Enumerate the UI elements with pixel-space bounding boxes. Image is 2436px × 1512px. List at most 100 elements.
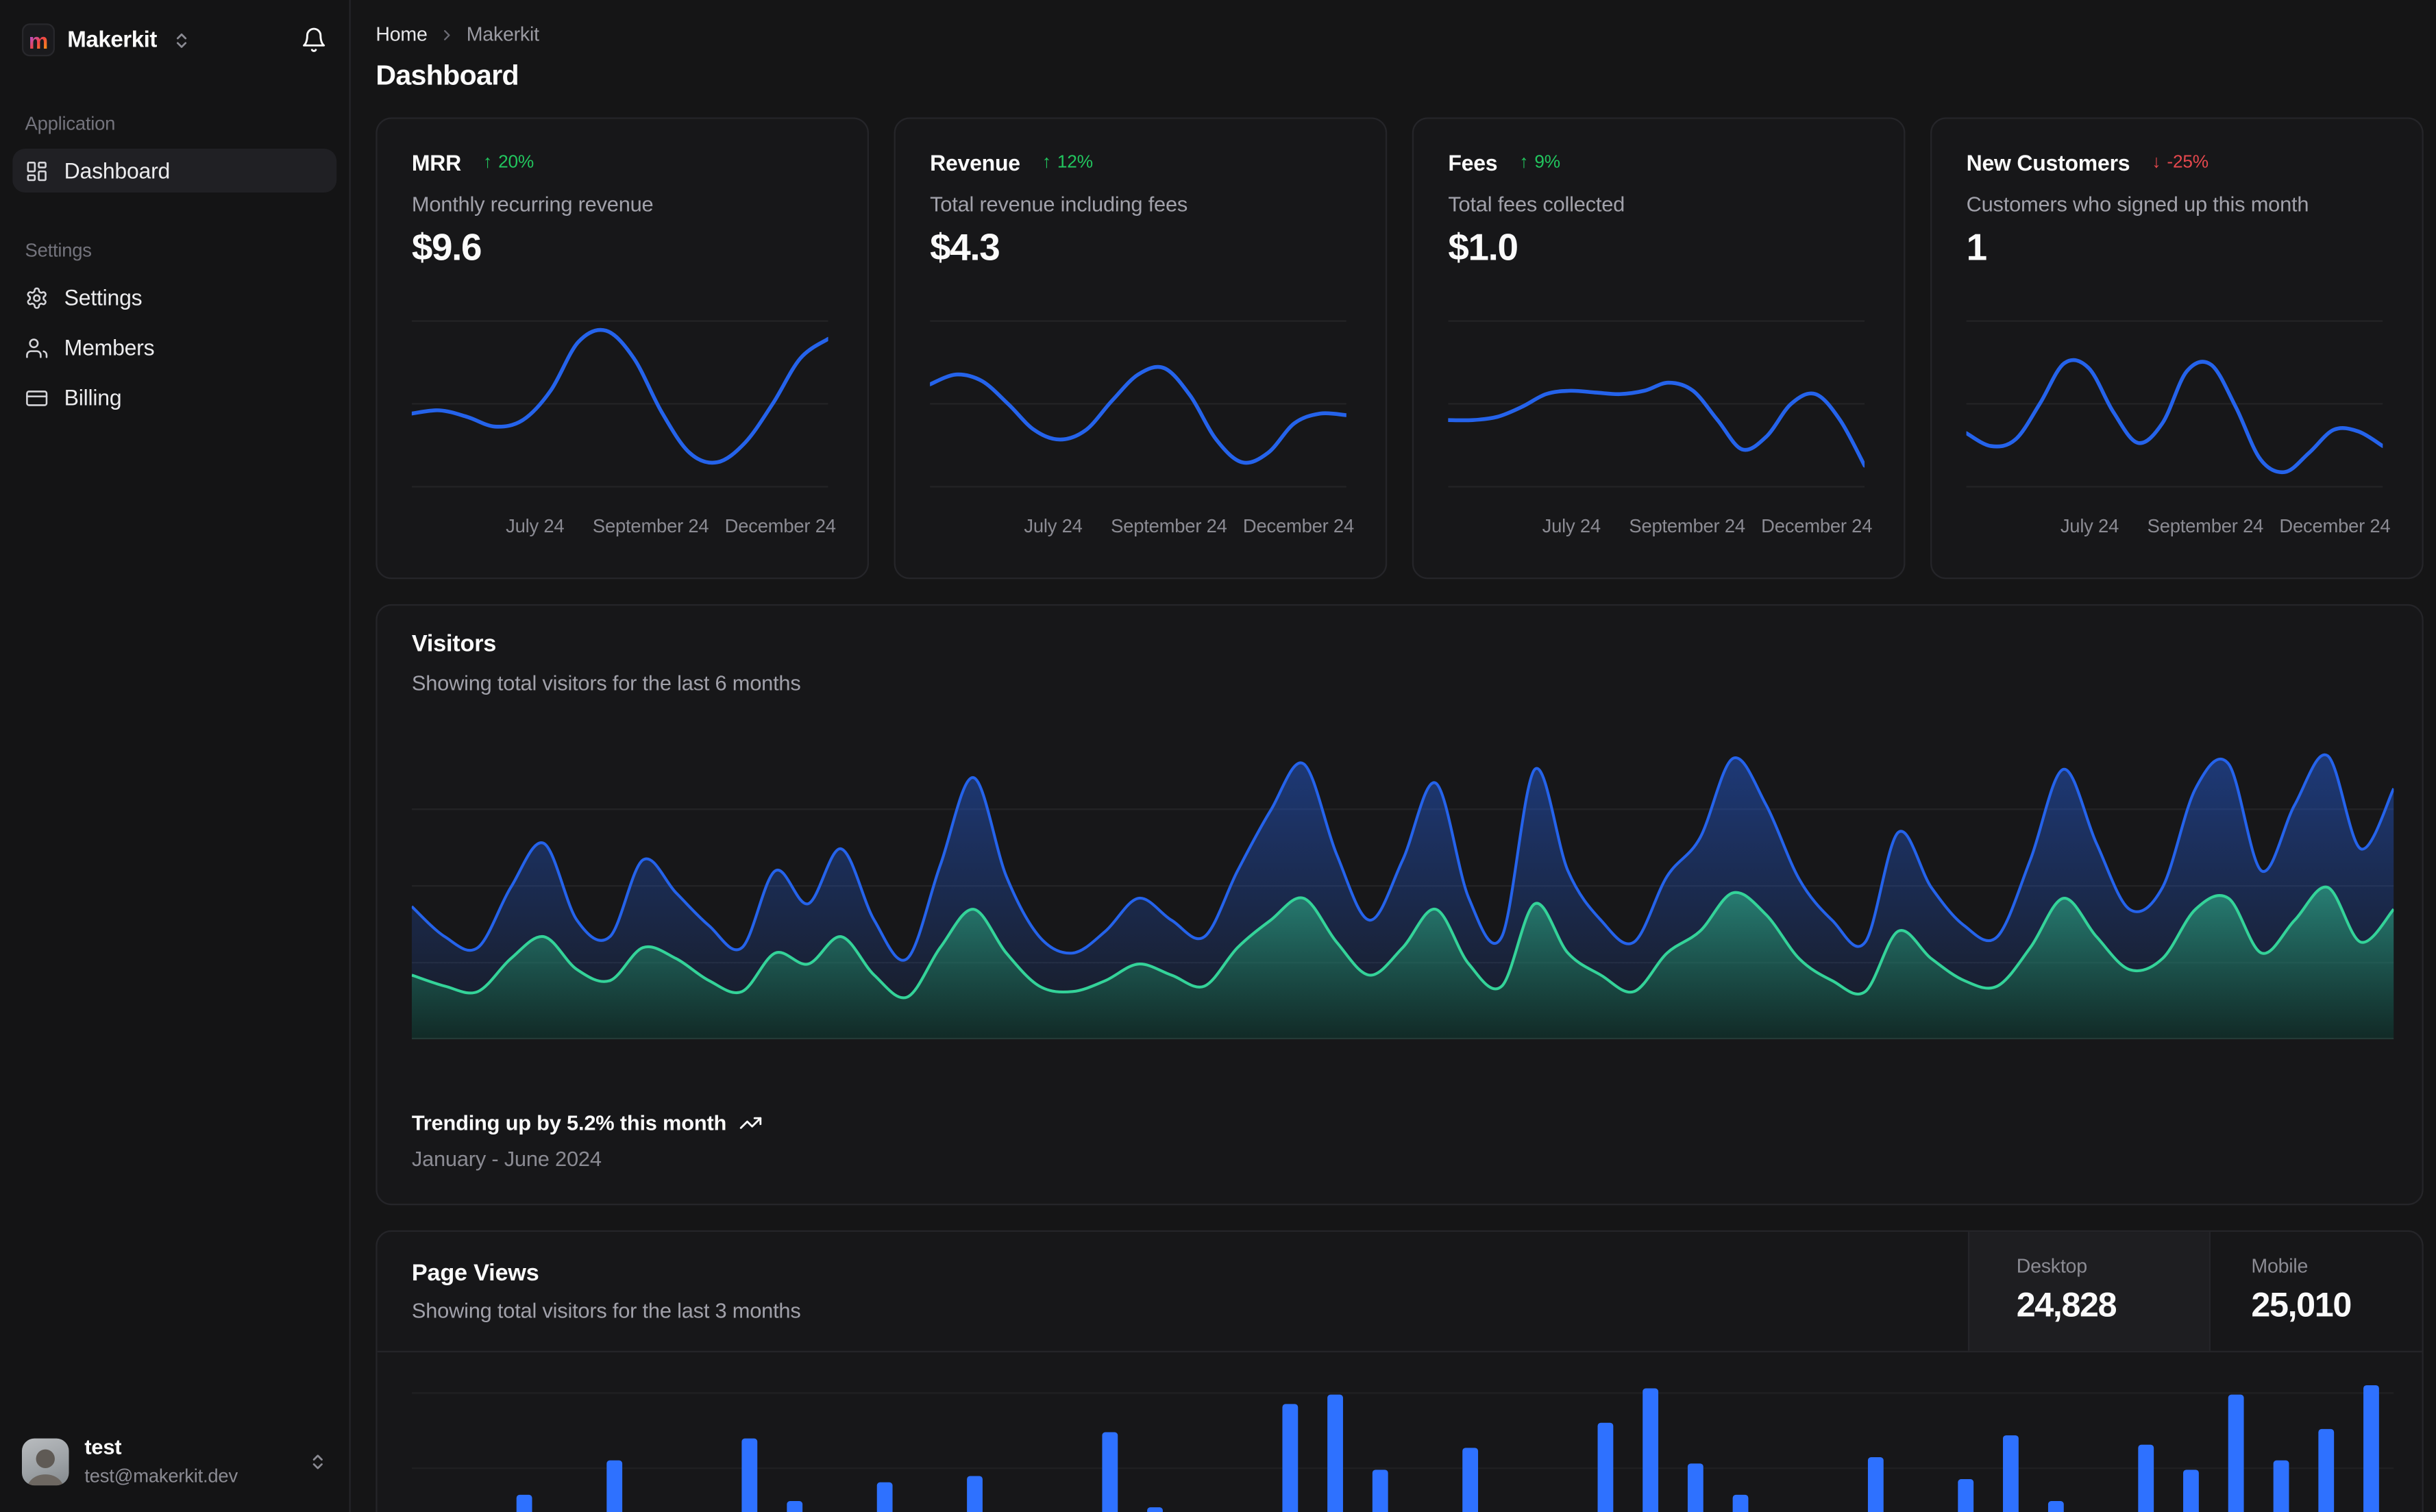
logo-letter: m — [28, 27, 49, 53]
chevron-right-icon — [439, 26, 456, 43]
trend-arrow-icon: ↓ — [2152, 153, 2161, 173]
toggle-mobile[interactable]: Mobile 25,010 — [2209, 1232, 2422, 1351]
gear-icon — [25, 286, 49, 309]
x-tick: September 24 — [2147, 515, 2264, 537]
trend-arrow-icon: ↑ — [1042, 153, 1051, 173]
stat-title: Revenue — [930, 150, 1020, 175]
page-views-card: Page Views Showing total visitors for th… — [376, 1230, 2424, 1512]
x-axis-labels: July 24 September 24 December 24 — [412, 515, 836, 541]
main-content: Home Makerkit Dashboard MRR ↑ 20% Monthl… — [352, 0, 2436, 1512]
x-tick: July 24 — [1024, 515, 1083, 537]
x-tick: July 24 — [506, 515, 565, 537]
stat-cards-row: MRR ↑ 20% Monthly recurring revenue $9.6… — [376, 117, 2424, 580]
breadcrumb: Home Makerkit — [376, 23, 2423, 45]
sidebar-item-label: Members — [64, 334, 155, 360]
stat-title: MRR — [411, 150, 462, 175]
trending-up-icon — [739, 1111, 762, 1135]
stat-card-fees: Fees ↑ 9% Total fees collected $1.0 July… — [1412, 117, 1906, 580]
stat-delta-badge: ↓ -25% — [2152, 153, 2209, 173]
nav-section-application: Application — [25, 112, 116, 135]
sidebar-item-members[interactable]: Members — [12, 325, 336, 369]
stat-description: Customers who signed up this month — [1966, 193, 2309, 216]
dashboard-icon — [25, 159, 49, 182]
chevrons-up-down-icon — [173, 31, 191, 49]
workspace-name: Makerkit — [67, 27, 158, 53]
toggle-label: Desktop — [2016, 1255, 2087, 1278]
x-tick: July 24 — [1542, 515, 1601, 537]
makerkit-logo: m — [21, 23, 55, 57]
bell-icon[interactable] — [301, 27, 328, 53]
stat-title: New Customers — [1966, 150, 2130, 175]
visitors-period: January - June 2024 — [411, 1147, 602, 1171]
x-tick: July 24 — [2060, 515, 2119, 537]
x-tick: December 24 — [1761, 515, 1873, 537]
stat-value: $4.3 — [930, 227, 1000, 269]
visitors-title: Visitors — [411, 630, 497, 658]
nav-section-settings: Settings — [25, 239, 92, 262]
x-axis-labels: July 24 September 24 December 24 — [1967, 515, 2391, 541]
new-customers-line-chart — [1964, 314, 2385, 493]
chevrons-up-down-icon — [308, 1452, 327, 1471]
stat-description: Monthly recurring revenue — [411, 193, 654, 216]
credit-card-icon — [25, 386, 49, 409]
toggle-value: 24,828 — [2016, 1285, 2117, 1324]
x-tick: December 24 — [1242, 515, 1354, 537]
visitors-trend-text: Trending up by 5.2% this month — [411, 1111, 727, 1135]
x-tick: September 24 — [1111, 515, 1227, 537]
breadcrumb-home-link[interactable]: Home — [376, 23, 428, 46]
revenue-line-chart — [928, 314, 1349, 493]
toggle-label: Mobile — [2251, 1255, 2309, 1278]
stat-card-new-customers: New Customers ↓ -25% Customers who signe… — [1930, 117, 2424, 580]
page-views-title: Page Views — [411, 1260, 539, 1287]
stat-delta-badge: ↑ 9% — [1519, 153, 1560, 172]
visitors-subtitle: Showing total visitors for the last 6 mo… — [411, 671, 801, 695]
stat-delta: 9% — [1534, 153, 1560, 173]
breadcrumb-current: Makerkit — [466, 23, 539, 46]
fees-line-chart — [1446, 314, 1867, 493]
stat-card-revenue: Revenue ↑ 12% Total revenue including fe… — [894, 117, 1388, 580]
sidebar-item-label: Dashboard — [64, 158, 171, 184]
stat-delta: -25% — [2167, 153, 2209, 173]
sidebar-item-billing[interactable]: Billing — [12, 375, 336, 419]
x-axis-labels: July 24 September 24 December 24 — [1448, 515, 1873, 541]
trend-arrow-icon: ↑ — [483, 153, 492, 173]
sidebar-item-label: Billing — [64, 385, 122, 410]
users-icon — [25, 336, 49, 359]
sidebar-item-label: Settings — [64, 284, 143, 310]
sidebar: m Makerkit Application Dashboard — [0, 0, 351, 1512]
stat-card-mrr: MRR ↑ 20% Monthly recurring revenue $9.6… — [376, 117, 870, 580]
x-tick: December 24 — [724, 515, 836, 537]
sidebar-item-settings[interactable]: Settings — [12, 275, 336, 319]
x-axis-labels: July 24 September 24 December 24 — [930, 515, 1354, 541]
visitors-area-chart — [410, 732, 2396, 1040]
sidebar-nav: Application Dashboard Settings Settings — [0, 56, 349, 419]
stat-value: $1.0 — [1448, 227, 1518, 269]
page-views-bar-chart — [411, 1370, 2394, 1512]
sidebar-item-dashboard[interactable]: Dashboard — [12, 149, 337, 193]
avatar — [21, 1437, 69, 1485]
stat-delta: 12% — [1057, 153, 1093, 173]
x-tick: September 24 — [592, 515, 709, 537]
x-tick: September 24 — [1629, 515, 1745, 537]
page-title: Dashboard — [376, 59, 519, 91]
x-tick: December 24 — [2279, 515, 2391, 537]
stat-delta-badge: ↑ 20% — [483, 153, 534, 172]
stat-description: Total revenue including fees — [930, 193, 1188, 216]
stat-value: 1 — [1966, 227, 1988, 269]
trend-arrow-icon: ↑ — [1519, 153, 1529, 173]
user-menu[interactable]: test test@makerkit.dev — [0, 1415, 349, 1512]
mrr-line-chart — [410, 314, 831, 493]
user-name: test — [84, 1436, 122, 1460]
stat-description: Total fees collected — [1448, 193, 1625, 216]
page-views-subtitle: Showing total visitors for the last 3 mo… — [411, 1299, 801, 1323]
stat-title: Fees — [1448, 150, 1498, 175]
toggle-value: 25,010 — [2251, 1285, 2352, 1324]
workspace-switcher[interactable]: m Makerkit — [0, 0, 349, 57]
stat-value: $9.6 — [411, 227, 482, 269]
stat-delta-badge: ↑ 12% — [1042, 153, 1093, 172]
user-meta: test test@makerkit.dev — [84, 1436, 238, 1487]
user-email: test@makerkit.dev — [84, 1464, 238, 1487]
toggle-desktop[interactable]: Desktop 24,828 — [1967, 1232, 2209, 1351]
visitors-card: Visitors Showing total visitors for the … — [376, 604, 2424, 1206]
